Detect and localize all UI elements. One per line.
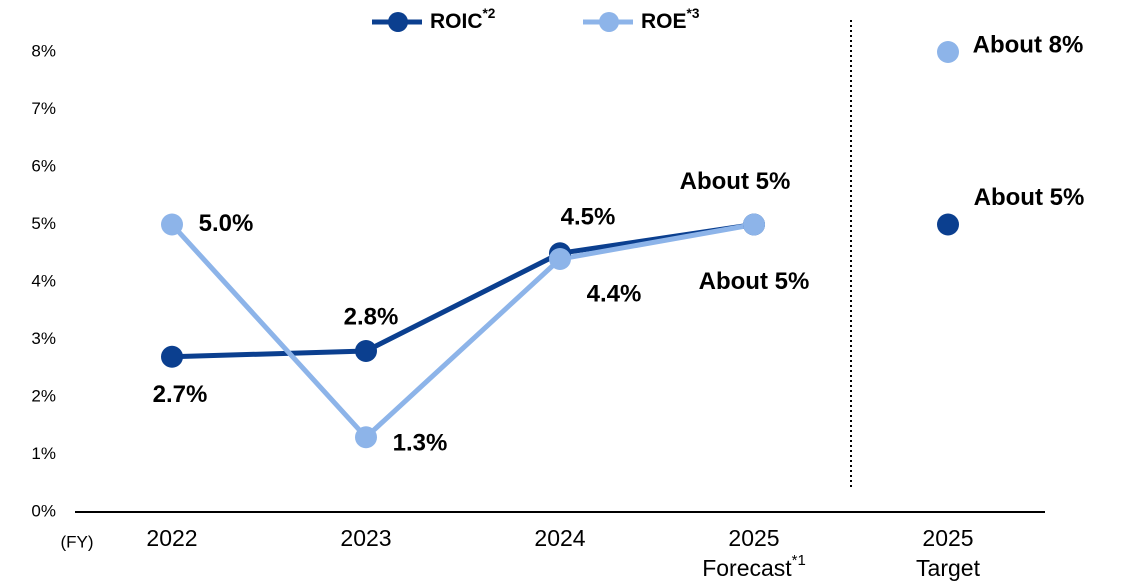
y-tick-label: 5% bbox=[31, 214, 56, 233]
x-tick-label: 2025 bbox=[922, 525, 973, 551]
point bbox=[161, 345, 183, 368]
data-label: 5.0% bbox=[199, 210, 254, 237]
point bbox=[161, 213, 183, 236]
y-tick-label: 2% bbox=[31, 386, 56, 405]
legend-marker bbox=[599, 12, 619, 32]
data-label: 4.4% bbox=[587, 280, 642, 307]
y-tick-label: 7% bbox=[31, 99, 56, 118]
data-label: 2.7% bbox=[153, 381, 208, 408]
x-tick-label: 2023 bbox=[340, 525, 391, 551]
y-tick-label: 8% bbox=[31, 41, 56, 60]
data-label: About 5% bbox=[699, 268, 810, 295]
point bbox=[355, 340, 377, 362]
data-label: 4.5% bbox=[561, 204, 616, 231]
y-tick-label: 0% bbox=[31, 501, 56, 520]
data-label: 2.8% bbox=[344, 303, 399, 330]
x-axis-label: (FY) bbox=[60, 532, 93, 551]
data-label: About 5% bbox=[974, 184, 1085, 211]
y-tick-label: 1% bbox=[31, 444, 56, 463]
data-label: About 8% bbox=[973, 31, 1084, 58]
point bbox=[355, 426, 377, 449]
legend-label: ROE*3 bbox=[641, 6, 700, 32]
point bbox=[937, 213, 959, 236]
series-line bbox=[171, 222, 755, 360]
x-tick-label: 2025 bbox=[728, 525, 779, 551]
x-tick-label: Forecast*1 bbox=[702, 552, 806, 581]
x-tick-label: 2022 bbox=[146, 525, 197, 551]
y-tick-label: 6% bbox=[31, 156, 56, 175]
point bbox=[937, 41, 959, 63]
series-line bbox=[170, 222, 755, 441]
data-label: 1.3% bbox=[393, 430, 448, 457]
data-label: About 5% bbox=[680, 168, 791, 195]
point bbox=[549, 248, 571, 270]
point bbox=[743, 213, 765, 236]
x-tick-label: 2024 bbox=[534, 525, 585, 551]
legend-marker bbox=[388, 12, 408, 32]
legend-label: ROIC*2 bbox=[430, 6, 496, 32]
x-tick-label: Target bbox=[916, 555, 981, 581]
y-tick-label: 4% bbox=[31, 271, 56, 290]
y-tick-label: 3% bbox=[31, 329, 56, 348]
